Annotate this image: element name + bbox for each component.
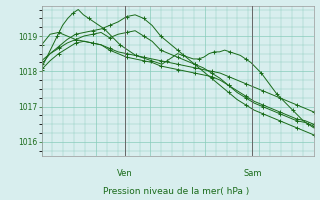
Text: Pression niveau de la mer( hPa ): Pression niveau de la mer( hPa )	[103, 187, 249, 196]
Text: Ven: Ven	[117, 169, 132, 178]
Text: Sam: Sam	[243, 169, 262, 178]
